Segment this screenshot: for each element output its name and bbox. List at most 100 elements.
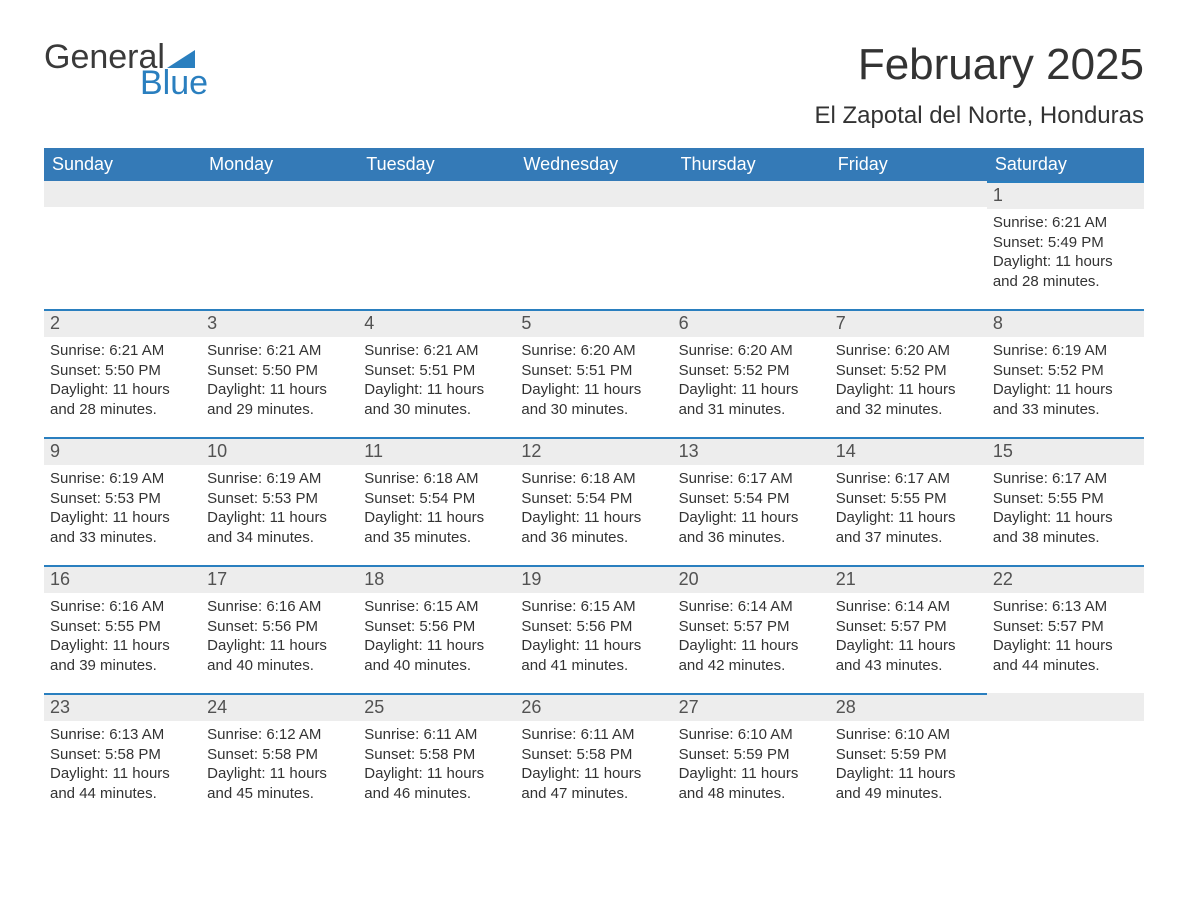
day-number: 7 (830, 309, 987, 337)
day-number: 13 (673, 437, 830, 465)
day-body: Sunrise: 6:19 AMSunset: 5:53 PMDaylight:… (201, 465, 358, 553)
weekday-header: Wednesday (515, 148, 672, 181)
daylight-line: Daylight: 11 hours and 45 minutes. (207, 764, 352, 803)
sunrise-line: Sunrise: 6:18 AM (521, 469, 666, 489)
weekday-header: Friday (830, 148, 987, 181)
sunrise-line: Sunrise: 6:10 AM (679, 725, 824, 745)
calendar-row: 23Sunrise: 6:13 AMSunset: 5:58 PMDayligh… (44, 693, 1144, 821)
sunrise-line: Sunrise: 6:21 AM (993, 213, 1138, 233)
sunset-line: Sunset: 5:52 PM (836, 361, 981, 381)
day-cell: 14Sunrise: 6:17 AMSunset: 5:55 PMDayligh… (830, 437, 987, 565)
sunrise-line: Sunrise: 6:18 AM (364, 469, 509, 489)
day-number: 21 (830, 565, 987, 593)
day-body: Sunrise: 6:17 AMSunset: 5:55 PMDaylight:… (987, 465, 1144, 553)
sunset-line: Sunset: 5:53 PM (207, 489, 352, 509)
day-cell: 23Sunrise: 6:13 AMSunset: 5:58 PMDayligh… (44, 693, 201, 821)
day-number: 24 (201, 693, 358, 721)
daylight-line: Daylight: 11 hours and 44 minutes. (993, 636, 1138, 675)
day-cell: 22 Sunrise: 6:13 AMSunset: 5:57 PMDayligh… (987, 565, 1144, 693)
day-body: Sunrise: 6:17 AMSunset: 5:54 PMDaylight:… (673, 465, 830, 553)
daylight-line: Daylight: 11 hours and 32 minutes. (836, 380, 981, 419)
day-number: 22 (987, 565, 1144, 593)
day-number: 26 (515, 693, 672, 721)
day-number: 20 (673, 565, 830, 593)
day-body: Sunrise: 6:14 AMSunset: 5:57 PMDaylight:… (830, 593, 987, 681)
day-body: Sunrise: 6:15 AMSunset: 5:56 PMDaylight:… (515, 593, 672, 681)
day-body: Sunrise: 6:17 AMSunset: 5:55 PMDaylight:… (830, 465, 987, 553)
day-number: 2 (44, 309, 201, 337)
daylight-line: Daylight: 11 hours and 28 minutes. (993, 252, 1138, 291)
sunset-line: Sunset: 5:58 PM (364, 745, 509, 765)
day-cell: 12Sunrise: 6:18 AMSunset: 5:54 PMDayligh… (515, 437, 672, 565)
weekday-header-row: SundayMondayTuesdayWednesdayThursdayFrid… (44, 148, 1144, 181)
day-body: Sunrise: 6:10 AMSunset: 5:59 PMDaylight:… (830, 721, 987, 809)
day-cell: 24Sunrise: 6:12 AMSunset: 5:58 PMDayligh… (201, 693, 358, 821)
daylight-line: Daylight: 11 hours and 30 minutes. (364, 380, 509, 419)
daylight-line: Daylight: 11 hours and 40 minutes. (364, 636, 509, 675)
day-number: 1 (987, 181, 1144, 209)
sunset-line: Sunset: 5:50 PM (50, 361, 195, 381)
day-body: Sunrise: 6:11 AMSunset: 5:58 PMDaylight:… (358, 721, 515, 809)
day-body: Sunrise: 6:21 AMSunset: 5:49 PMDaylight:… (987, 209, 1144, 297)
sunset-line: Sunset: 5:57 PM (993, 617, 1138, 637)
empty-cell (987, 693, 1144, 821)
day-body: Sunrise: 6:18 AMSunset: 5:54 PMDaylight:… (515, 465, 672, 553)
day-cell: 4Sunrise: 6:21 AMSunset: 5:51 PMDaylight… (358, 309, 515, 437)
sunset-line: Sunset: 5:52 PM (679, 361, 824, 381)
day-cell: 18Sunrise: 6:15 AMSunset: 5:56 PMDayligh… (358, 565, 515, 693)
day-cell: 5Sunrise: 6:20 AMSunset: 5:51 PMDaylight… (515, 309, 672, 437)
empty-cell (201, 181, 358, 309)
day-number: 23 (44, 693, 201, 721)
day-body: Sunrise: 6:20 AMSunset: 5:52 PMDaylight:… (830, 337, 987, 425)
sunrise-line: Sunrise: 6:20 AM (679, 341, 824, 361)
location-subtitle: El Zapotal del Norte, Honduras (814, 102, 1144, 130)
day-number: 16 (44, 565, 201, 593)
day-body: Sunrise: 6:11 AMSunset: 5:58 PMDaylight:… (515, 721, 672, 809)
empty-daynum (673, 181, 830, 207)
daylight-line: Daylight: 11 hours and 34 minutes. (207, 508, 352, 547)
weekday-header: Sunday (44, 148, 201, 181)
day-cell: 27Sunrise: 6:10 AMSunset: 5:59 PMDayligh… (673, 693, 830, 821)
weekday-header: Thursday (673, 148, 830, 181)
sunset-line: Sunset: 5:55 PM (836, 489, 981, 509)
sunset-line: Sunset: 5:49 PM (993, 233, 1138, 253)
day-body: Sunrise: 6:16 AMSunset: 5:55 PMDaylight:… (44, 593, 201, 681)
day-body: Sunrise: 6:13 AMSunset: 5:58 PMDaylight:… (44, 721, 201, 809)
sunrise-line: Sunrise: 6:19 AM (207, 469, 352, 489)
sunrise-line: Sunrise: 6:17 AM (679, 469, 824, 489)
day-cell: 10Sunrise: 6:19 AMSunset: 5:53 PMDayligh… (201, 437, 358, 565)
daylight-line: Daylight: 11 hours and 29 minutes. (207, 380, 352, 419)
daylight-line: Daylight: 11 hours and 36 minutes. (679, 508, 824, 547)
sunset-line: Sunset: 5:53 PM (50, 489, 195, 509)
sunrise-line: Sunrise: 6:10 AM (836, 725, 981, 745)
sunset-line: Sunset: 5:52 PM (993, 361, 1138, 381)
sunrise-line: Sunrise: 6:20 AM (836, 341, 981, 361)
day-cell: 26Sunrise: 6:11 AMSunset: 5:58 PMDayligh… (515, 693, 672, 821)
sunrise-line: Sunrise: 6:19 AM (993, 341, 1138, 361)
header: General Blue February 2025 El Zapotal de… (44, 40, 1144, 130)
day-number: 27 (673, 693, 830, 721)
empty-cell (515, 181, 672, 309)
day-cell: 9Sunrise: 6:19 AMSunset: 5:53 PMDaylight… (44, 437, 201, 565)
sunset-line: Sunset: 5:54 PM (364, 489, 509, 509)
daylight-line: Daylight: 11 hours and 40 minutes. (207, 636, 352, 675)
day-body: Sunrise: 6:20 AMSunset: 5:51 PMDaylight:… (515, 337, 672, 425)
sunrise-line: Sunrise: 6:15 AM (364, 597, 509, 617)
sunrise-line: Sunrise: 6:13 AM (993, 597, 1138, 617)
calendar-body: 1Sunrise: 6:21 AMSunset: 5:49 PMDaylight… (44, 181, 1144, 821)
sunset-line: Sunset: 5:56 PM (207, 617, 352, 637)
day-cell: 16Sunrise: 6:16 AMSunset: 5:55 PMDayligh… (44, 565, 201, 693)
day-number: 15 (987, 437, 1144, 465)
sunset-line: Sunset: 5:58 PM (207, 745, 352, 765)
sunset-line: Sunset: 5:57 PM (836, 617, 981, 637)
day-body: Sunrise: 6:16 AMSunset: 5:56 PMDaylight:… (201, 593, 358, 681)
sunset-line: Sunset: 5:56 PM (364, 617, 509, 637)
daylight-line: Daylight: 11 hours and 42 minutes. (679, 636, 824, 675)
daylight-line: Daylight: 11 hours and 47 minutes. (521, 764, 666, 803)
daylight-line: Daylight: 11 hours and 33 minutes. (993, 380, 1138, 419)
daylight-line: Daylight: 11 hours and 39 minutes. (50, 636, 195, 675)
sunset-line: Sunset: 5:58 PM (521, 745, 666, 765)
sunset-line: Sunset: 5:59 PM (836, 745, 981, 765)
day-body: Sunrise: 6:10 AMSunset: 5:59 PMDaylight:… (673, 721, 830, 809)
daylight-line: Daylight: 11 hours and 33 minutes. (50, 508, 195, 547)
